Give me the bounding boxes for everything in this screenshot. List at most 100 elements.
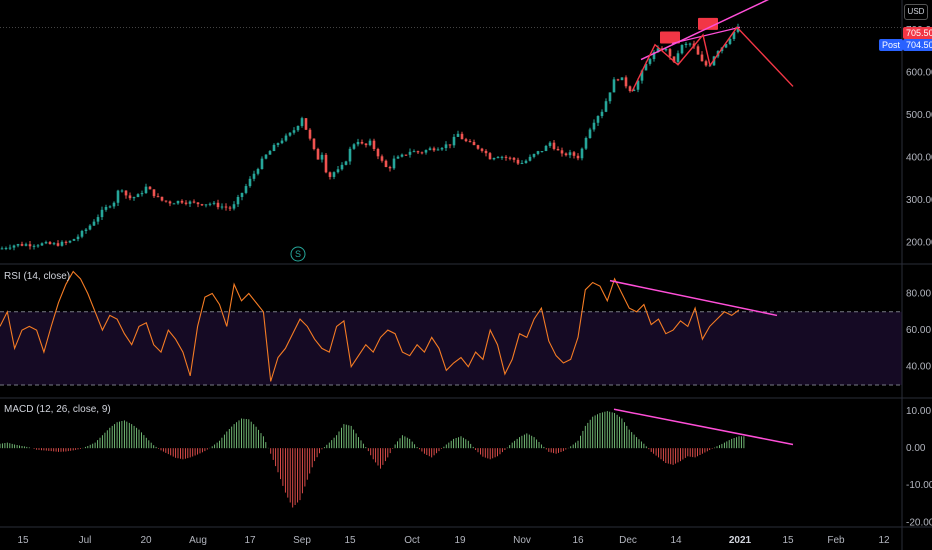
pattern-marker-box[interactable]	[660, 31, 680, 44]
candle[interactable]	[256, 169, 260, 174]
candle[interactable]	[24, 244, 28, 246]
candle[interactable]	[680, 45, 684, 54]
candle[interactable]	[56, 243, 60, 246]
candle[interactable]	[208, 203, 212, 205]
candle[interactable]	[600, 111, 604, 117]
candle[interactable]	[368, 140, 372, 146]
candle[interactable]	[468, 141, 472, 143]
candle[interactable]	[604, 101, 608, 112]
candle[interactable]	[132, 197, 136, 199]
candle[interactable]	[12, 245, 16, 248]
candle[interactable]	[192, 201, 196, 203]
candle[interactable]	[572, 152, 576, 156]
candle[interactable]	[268, 151, 272, 155]
candle[interactable]	[476, 145, 480, 149]
candle[interactable]	[364, 143, 368, 146]
candle[interactable]	[184, 202, 188, 204]
candle[interactable]	[276, 143, 280, 145]
candle[interactable]	[672, 56, 676, 62]
candle[interactable]	[304, 118, 308, 130]
candle[interactable]	[472, 142, 476, 146]
candle[interactable]	[516, 159, 520, 164]
candle[interactable]	[444, 144, 448, 149]
candle[interactable]	[124, 190, 128, 196]
candle[interactable]	[296, 125, 300, 131]
candle[interactable]	[284, 135, 288, 141]
rsi-pane[interactable]: 80.00 60.00 40.00	[0, 270, 931, 386]
candle[interactable]	[384, 160, 388, 168]
candle[interactable]	[388, 167, 392, 169]
time-axis[interactable]: 15 Jul 20 Aug 17 Sep 15 Oct 19 Nov 16 Dec 14 2021 15 Fe…	[17, 535, 890, 546]
candle[interactable]	[288, 132, 292, 136]
candle[interactable]	[80, 230, 84, 237]
candle[interactable]	[156, 196, 160, 198]
macd-divergence-line[interactable]	[613, 408, 794, 446]
candle[interactable]	[524, 160, 528, 164]
candle[interactable]	[644, 63, 648, 71]
channel-top-trendline[interactable]	[640, 0, 770, 61]
candle[interactable]	[68, 240, 72, 243]
candle[interactable]	[40, 243, 44, 246]
candle[interactable]	[608, 92, 612, 102]
candle[interactable]	[168, 201, 172, 204]
macd-pane[interactable]: 10.00 0.00 -10.00 -20.00	[0, 406, 932, 528]
candle[interactable]	[416, 151, 420, 153]
candle[interactable]	[568, 152, 572, 156]
candle[interactable]	[60, 241, 64, 246]
candle[interactable]	[484, 150, 488, 154]
candle[interactable]	[636, 80, 640, 90]
candle[interactable]	[352, 144, 356, 149]
candle[interactable]	[252, 173, 256, 179]
candle[interactable]	[312, 138, 316, 150]
candle[interactable]	[520, 163, 524, 165]
candle[interactable]	[592, 122, 596, 130]
candle[interactable]	[440, 148, 444, 150]
candle[interactable]	[280, 140, 284, 144]
candle[interactable]	[496, 157, 500, 159]
candle[interactable]	[648, 59, 652, 64]
candle[interactable]	[396, 156, 400, 159]
candle[interactable]	[36, 245, 40, 247]
candle[interactable]	[180, 200, 184, 203]
candle[interactable]	[108, 206, 112, 208]
candle[interactable]	[120, 190, 124, 192]
candle[interactable]	[460, 133, 464, 140]
candle[interactable]	[528, 156, 532, 161]
candle[interactable]	[656, 48, 660, 53]
candle[interactable]	[332, 172, 336, 177]
candle[interactable]	[624, 77, 628, 87]
candle[interactable]	[96, 217, 100, 222]
candle[interactable]	[152, 189, 156, 197]
candle[interactable]	[536, 151, 540, 154]
candle[interactable]	[84, 229, 88, 231]
candle[interactable]	[700, 54, 704, 62]
candle[interactable]	[116, 190, 120, 203]
channel-bottom-trendline[interactable]	[671, 26, 741, 45]
candle[interactable]	[200, 204, 204, 206]
candle[interactable]	[264, 154, 268, 159]
candle[interactable]	[628, 86, 632, 92]
candle[interactable]	[696, 46, 700, 55]
candle[interactable]	[548, 142, 552, 146]
candle[interactable]	[464, 139, 468, 142]
candle[interactable]	[64, 241, 68, 243]
candle[interactable]	[340, 164, 344, 170]
candle[interactable]	[320, 154, 324, 160]
candle[interactable]	[216, 202, 220, 208]
candle[interactable]	[596, 116, 600, 123]
candle[interactable]	[424, 150, 428, 153]
candle[interactable]	[0, 248, 4, 250]
candle[interactable]	[556, 148, 560, 151]
candle[interactable]	[88, 225, 92, 230]
candle[interactable]	[576, 155, 580, 159]
candle[interactable]	[32, 245, 36, 247]
candle[interactable]	[160, 196, 164, 201]
candle[interactable]	[20, 244, 24, 246]
candle[interactable]	[436, 149, 440, 151]
candle[interactable]	[400, 154, 404, 157]
candle[interactable]	[452, 136, 456, 146]
candle[interactable]	[736, 26, 740, 32]
candle[interactable]	[540, 151, 544, 153]
candle[interactable]	[652, 52, 656, 60]
candle[interactable]	[684, 43, 688, 46]
